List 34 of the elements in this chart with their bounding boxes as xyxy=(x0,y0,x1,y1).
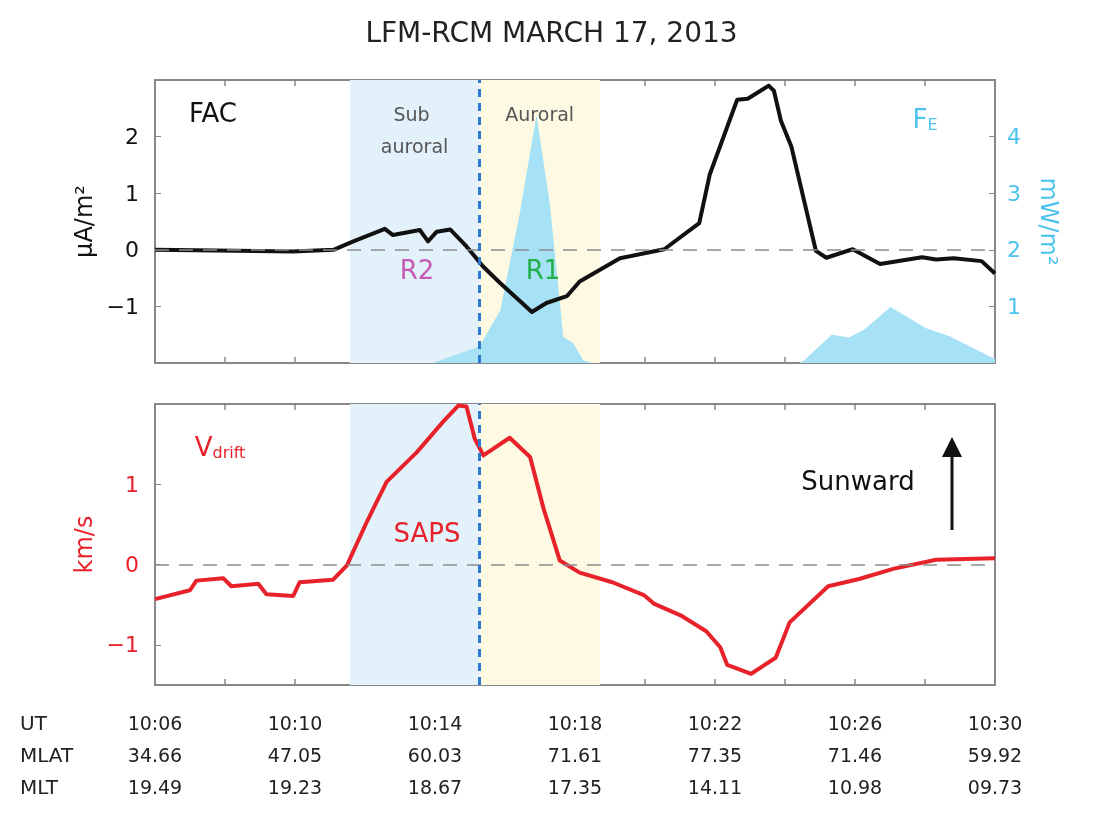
y2-tick-label: 3 xyxy=(1007,180,1021,206)
y-tick-label: −1 xyxy=(106,632,139,658)
x-tick-label: 10:10 47.05 19.23 xyxy=(267,712,323,798)
x-tick-label: 10:14 60.03 18.67 xyxy=(407,712,463,798)
band-label: Sub auroral xyxy=(380,103,449,157)
text: UT xyxy=(20,711,48,735)
x-tick-label: 10:26 71.46 10.98 xyxy=(827,712,883,798)
annotation: FAC xyxy=(188,98,238,128)
y2-tick-label: 2 xyxy=(1007,237,1021,263)
y-tick-label: −1 xyxy=(106,293,139,319)
y-tick-label: 2 xyxy=(125,124,139,150)
x-tick-label: 10:18 71.61 17.35 xyxy=(547,712,603,798)
annotation: Vdrift xyxy=(194,432,246,462)
y-axis-title: μA/m² xyxy=(69,185,98,258)
y-tick-label: 1 xyxy=(125,180,139,206)
y2-axis-title: mW/m² xyxy=(1035,177,1063,266)
y-tick-label: 0 xyxy=(125,552,139,578)
y-tick-label: 0 xyxy=(125,237,139,263)
text: MLT xyxy=(20,775,59,799)
x-tick-label: 10:22 77.35 14.11 xyxy=(687,712,743,798)
annotation: R2 xyxy=(399,255,435,285)
annotation: FE xyxy=(912,104,938,134)
annotation: SAPS xyxy=(393,518,461,548)
annotation: Sunward xyxy=(801,466,915,496)
x-tick-label: 10:30 59.92 09.73 xyxy=(967,712,1023,798)
band-label: Auroral xyxy=(505,103,575,125)
y-tick-label: 1 xyxy=(125,471,139,497)
y2-tick-label: 4 xyxy=(1007,124,1021,150)
x-tick-label: 10:06 34.66 19.49 xyxy=(127,712,183,798)
y2-tick-label: 1 xyxy=(1007,293,1021,319)
annotation: R1 xyxy=(525,255,561,285)
chart-title: LFM-RCM MARCH 17, 2013 xyxy=(365,15,738,49)
y-axis-title: km/s xyxy=(69,515,98,574)
text: MLAT xyxy=(20,743,74,767)
